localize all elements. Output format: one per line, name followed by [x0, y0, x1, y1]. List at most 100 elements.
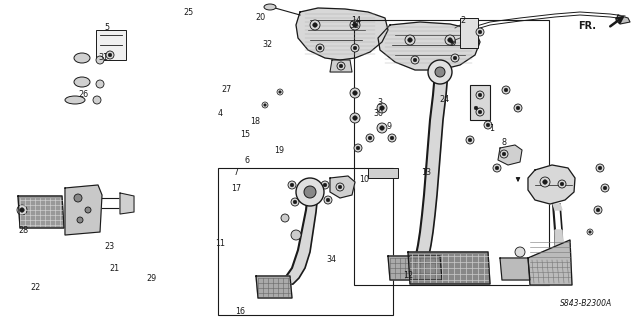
Polygon shape — [296, 8, 388, 60]
Circle shape — [350, 20, 360, 30]
Circle shape — [351, 44, 359, 52]
Circle shape — [495, 166, 499, 170]
Text: 3: 3 — [377, 98, 382, 107]
Circle shape — [478, 93, 482, 97]
Circle shape — [478, 110, 482, 114]
Circle shape — [93, 96, 101, 104]
Circle shape — [321, 181, 329, 189]
Text: 31: 31 — [98, 53, 108, 62]
Circle shape — [516, 106, 520, 110]
Circle shape — [502, 152, 506, 156]
Bar — [354, 20, 549, 285]
Text: 1: 1 — [489, 124, 494, 132]
Polygon shape — [500, 258, 530, 280]
Circle shape — [304, 186, 316, 198]
Text: 19: 19 — [274, 146, 285, 155]
Polygon shape — [330, 60, 352, 72]
Circle shape — [453, 56, 457, 60]
Text: 6: 6 — [244, 156, 249, 164]
Polygon shape — [430, 95, 446, 120]
Circle shape — [377, 123, 387, 133]
Circle shape — [106, 51, 114, 59]
Polygon shape — [528, 240, 572, 285]
Text: 34: 34 — [327, 255, 337, 264]
Circle shape — [589, 231, 591, 233]
Text: 12: 12 — [403, 271, 413, 280]
Circle shape — [324, 196, 332, 204]
Circle shape — [448, 38, 452, 42]
Circle shape — [354, 144, 362, 152]
Circle shape — [17, 205, 27, 215]
Text: 8: 8 — [501, 138, 507, 147]
Text: 15: 15 — [241, 130, 251, 139]
Ellipse shape — [74, 77, 90, 87]
Circle shape — [290, 183, 294, 187]
Circle shape — [466, 136, 474, 144]
Circle shape — [368, 136, 372, 140]
Polygon shape — [428, 120, 443, 145]
Circle shape — [493, 164, 501, 172]
Text: 17: 17 — [231, 184, 241, 193]
Text: 9: 9 — [387, 122, 392, 131]
Circle shape — [350, 88, 360, 98]
Circle shape — [601, 184, 609, 192]
Polygon shape — [412, 260, 427, 263]
Circle shape — [500, 150, 508, 158]
Text: S843-B2300A: S843-B2300A — [560, 299, 612, 308]
Circle shape — [472, 104, 480, 112]
Circle shape — [318, 46, 322, 50]
Polygon shape — [416, 245, 431, 255]
Polygon shape — [330, 176, 355, 198]
Circle shape — [356, 146, 360, 150]
Text: 10: 10 — [359, 175, 369, 184]
Circle shape — [540, 177, 550, 187]
Polygon shape — [388, 256, 442, 280]
Circle shape — [288, 181, 296, 189]
Polygon shape — [65, 185, 102, 235]
Circle shape — [408, 38, 412, 42]
Circle shape — [515, 247, 525, 257]
Polygon shape — [278, 278, 299, 284]
Text: 13: 13 — [421, 168, 431, 177]
Text: 33: 33 — [350, 21, 360, 30]
Circle shape — [20, 208, 24, 212]
Circle shape — [296, 178, 324, 206]
Polygon shape — [292, 250, 310, 268]
Polygon shape — [498, 145, 522, 165]
Circle shape — [366, 134, 374, 142]
Circle shape — [476, 108, 484, 116]
Circle shape — [449, 38, 456, 45]
Circle shape — [478, 30, 482, 34]
Circle shape — [428, 60, 452, 84]
Text: 23: 23 — [105, 242, 115, 251]
Polygon shape — [414, 255, 429, 260]
Text: 26: 26 — [78, 90, 88, 99]
Circle shape — [451, 54, 459, 62]
Text: 21: 21 — [110, 264, 120, 273]
Polygon shape — [306, 192, 318, 212]
Circle shape — [476, 91, 484, 99]
Circle shape — [596, 208, 600, 212]
Text: 20: 20 — [255, 13, 265, 22]
Text: 4: 4 — [218, 109, 223, 118]
Circle shape — [413, 58, 417, 62]
Circle shape — [291, 198, 299, 206]
Circle shape — [484, 121, 492, 129]
Circle shape — [291, 230, 301, 240]
Text: 14: 14 — [351, 16, 361, 25]
Polygon shape — [268, 283, 287, 285]
Circle shape — [323, 183, 327, 187]
Circle shape — [474, 106, 478, 110]
Circle shape — [411, 56, 419, 64]
Circle shape — [558, 180, 566, 188]
Circle shape — [405, 35, 415, 45]
Text: 18: 18 — [250, 117, 260, 126]
Polygon shape — [298, 230, 313, 252]
Circle shape — [390, 136, 394, 140]
Circle shape — [353, 46, 357, 50]
Text: 2: 2 — [461, 16, 466, 25]
Circle shape — [339, 64, 343, 68]
Circle shape — [353, 23, 357, 27]
Circle shape — [560, 182, 564, 186]
Text: 11: 11 — [215, 239, 225, 248]
